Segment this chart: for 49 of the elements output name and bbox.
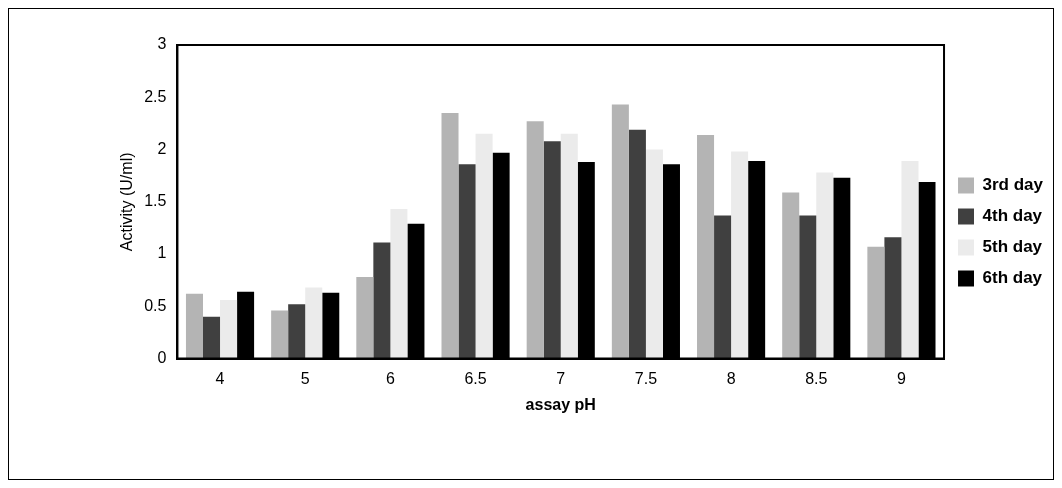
- x-tick-label: 8: [726, 369, 736, 387]
- y-tick-label: 1: [157, 244, 167, 262]
- y-tick-label: 1.5: [144, 192, 167, 210]
- bar: [867, 246, 885, 359]
- bar: [611, 104, 629, 359]
- legend-label: 3rd day: [982, 175, 1044, 195]
- bar: [714, 215, 732, 359]
- x-tick-label: 7: [556, 369, 566, 387]
- x-tick-label: 8.5: [805, 369, 828, 387]
- bar: [373, 242, 391, 359]
- bar: [356, 277, 374, 359]
- bar: [475, 133, 493, 359]
- x-tick-label: 6: [385, 369, 395, 387]
- bar: [697, 134, 715, 359]
- y-axis-title: Activity (U/ml): [118, 152, 136, 252]
- bar: [628, 129, 646, 359]
- legend-label: 6th day: [982, 268, 1043, 288]
- bar: [390, 209, 408, 359]
- x-tick-label: 5: [300, 369, 310, 387]
- y-tick-label: 3: [157, 35, 167, 53]
- bar: [441, 112, 459, 359]
- bar: [884, 237, 902, 359]
- bar: [901, 161, 919, 359]
- bar: [560, 133, 578, 359]
- bar: [782, 192, 800, 359]
- y-tick-label: 0: [157, 349, 167, 367]
- bar: [645, 149, 663, 359]
- x-tick-label: 4: [215, 369, 225, 387]
- bar: [220, 300, 238, 359]
- x-tick-label: 7.5: [634, 369, 658, 387]
- legend-label: 5th day: [982, 237, 1043, 257]
- bar: [305, 287, 323, 359]
- bar: [799, 215, 817, 359]
- bar: [185, 293, 203, 359]
- bar: [731, 151, 749, 359]
- x-tick-label: 9: [896, 369, 906, 387]
- bar: [526, 121, 544, 359]
- y-tick-label: 2.5: [144, 87, 167, 105]
- y-tick-label: 2: [157, 139, 167, 157]
- legend-label: 4th day: [982, 206, 1043, 226]
- bar: [203, 316, 221, 359]
- y-tick-label: 0.5: [144, 296, 167, 314]
- x-axis-title: assay pH: [525, 395, 596, 413]
- bar: [271, 310, 289, 359]
- x-tick-label: 6.5: [464, 369, 487, 387]
- bar: [543, 141, 561, 359]
- bar: [458, 164, 476, 359]
- bar: [288, 304, 306, 359]
- bar: [816, 172, 834, 359]
